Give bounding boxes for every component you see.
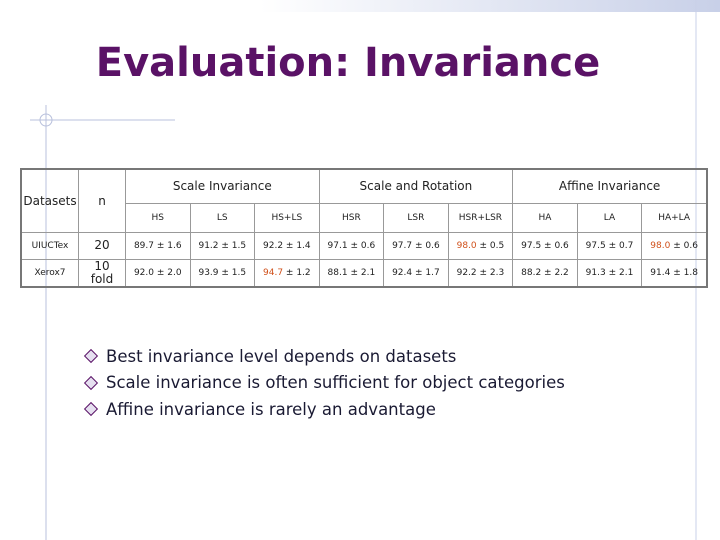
error: ± 1.6 xyxy=(156,240,182,251)
mean: 97.1 xyxy=(327,240,348,251)
mean: 97.5 xyxy=(585,240,606,251)
bullet: Scale invariance is often sufficient for… xyxy=(84,370,565,397)
result-cell: 91.3 ± 2.1 xyxy=(576,258,643,287)
mean: 88.2 xyxy=(521,267,542,278)
group-header: Scale and Rotation xyxy=(318,168,514,204)
column-header: HS xyxy=(125,202,191,233)
subheader-row: HS LS HS+LS HSR LSR HSR+LSR HA LA HA+LA xyxy=(21,202,708,233)
error: ± 0.5 xyxy=(479,240,505,251)
bullet: Affine invariance is rarely an advantage xyxy=(84,396,565,423)
error: ± 2.0 xyxy=(156,267,182,278)
result-cell: 94.7 ± 1.2 xyxy=(254,258,320,287)
mean: 92.4 xyxy=(392,267,413,278)
n-cell: 20 xyxy=(78,231,126,260)
column-header: LSR xyxy=(383,202,449,233)
title: Evaluation: Invariance xyxy=(95,40,601,86)
mean: 94.7 xyxy=(263,267,284,278)
mean: 89.7 xyxy=(133,240,154,251)
header-cell: Datasets xyxy=(20,168,79,233)
error: ± 2.2 xyxy=(544,267,569,278)
result-cell: 93.9 ± 1.5 xyxy=(189,258,256,287)
error: ± 1.7 xyxy=(414,267,440,278)
dataset-cell: UIUCTex xyxy=(20,231,79,260)
error: ± 0.6 xyxy=(414,240,440,251)
mean: 92.2 xyxy=(263,240,284,251)
result-cell: 91.4 ± 1.8 xyxy=(641,258,708,287)
group-header: Affine Invariance xyxy=(512,168,708,204)
error: ± 2.1 xyxy=(608,267,634,278)
error: ± 1.8 xyxy=(673,267,698,278)
mean: 91.4 xyxy=(650,267,671,278)
header-row: Datasets n Scale Invariance Scale and Rotat… xyxy=(20,168,708,233)
column-header: HSR xyxy=(318,202,385,233)
dataset-cell: Xerox7 xyxy=(20,258,79,287)
error: ± 1.5 xyxy=(221,240,247,251)
result-cell: 92.2 ± 1.4 xyxy=(254,231,320,260)
bullet: Best invariance level depends on dataset… xyxy=(84,343,565,370)
error: ± 1.4 xyxy=(285,240,311,251)
result-cell: 89.7 ± 1.6 xyxy=(125,231,191,260)
error: ± 1.2 xyxy=(285,267,311,278)
header-cell: n xyxy=(78,168,126,233)
result-cell: 98.0 ± 0.6 xyxy=(641,231,708,260)
column-header: LS xyxy=(189,202,256,233)
data-row: Xerox7 10 fold 92.0 ± 2.0 93.9 ± 1.5 94.7 ± … xyxy=(20,258,708,287)
mean: 97.7 xyxy=(392,240,413,251)
result-cell: 97.5 ± 0.7 xyxy=(576,231,643,260)
mean: 97.5 xyxy=(521,240,542,251)
result-cell: 88.1 ± 2.1 xyxy=(318,258,385,287)
mean: 88.1 xyxy=(327,267,348,278)
result-cell: 92.4 ± 1.7 xyxy=(383,258,449,287)
error: ± 0.6 xyxy=(544,240,569,251)
n-cell: 10 fold xyxy=(78,258,126,287)
error: ± 2.1 xyxy=(350,267,376,278)
column-header: HA xyxy=(512,202,578,233)
column-header: LA xyxy=(576,202,643,233)
mean: 92.0 xyxy=(133,267,154,278)
group-header: Scale Invariance xyxy=(125,168,320,204)
mean: 92.2 xyxy=(456,267,477,278)
result-cell: 92.2 ± 2.3 xyxy=(447,258,514,287)
mean: 98.0 xyxy=(650,240,671,251)
mean: 91.2 xyxy=(198,240,219,251)
results-table: Datasets n Scale Invariance Scale and Rotat… xyxy=(20,168,708,288)
error: ± 2.3 xyxy=(479,267,505,278)
mean: 98.0 xyxy=(456,240,477,251)
result-cell: 91.2 ± 1.5 xyxy=(189,231,256,260)
column-header: HSR+LSR xyxy=(447,202,514,233)
error: ± 0.6 xyxy=(350,240,376,251)
error: ± 1.5 xyxy=(221,267,247,278)
mean: 91.3 xyxy=(585,267,606,278)
result-cell: 88.2 ± 2.2 xyxy=(512,258,578,287)
result-cell: 97.7 ± 0.6 xyxy=(383,231,449,260)
result-cell: 97.5 ± 0.6 xyxy=(512,231,578,260)
bullet-list: Best invariance level depends on dataset… xyxy=(84,343,565,423)
data-row: UIUCTex 20 89.7 ± 1.6 91.2 ± 1.5 92.2 ± 1.4 9… xyxy=(20,231,708,260)
result-cell: 92.0 ± 2.0 xyxy=(125,258,191,287)
mean: 93.9 xyxy=(198,267,219,278)
result-cell: 98.0 ± 0.5 xyxy=(447,231,514,260)
column-header: HS+LS xyxy=(254,202,320,233)
error: ± 0.6 xyxy=(673,240,698,251)
column-header: HA+LA xyxy=(641,202,708,233)
error: ± 0.7 xyxy=(608,240,634,251)
result-cell: 97.1 ± 0.6 xyxy=(318,231,385,260)
